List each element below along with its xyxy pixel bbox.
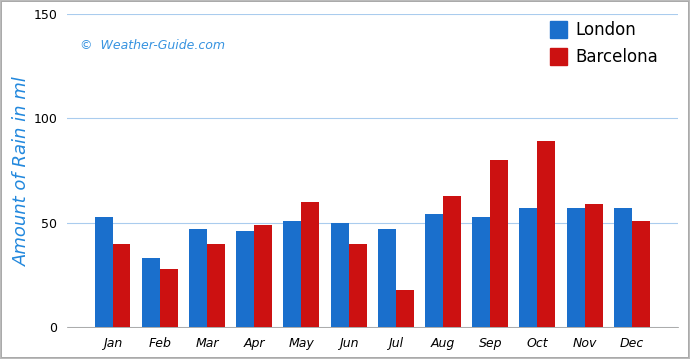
Bar <box>443 196 461 327</box>
Bar <box>490 160 508 327</box>
Bar <box>112 244 130 327</box>
Bar <box>236 231 254 327</box>
Bar <box>254 225 272 327</box>
Bar <box>396 290 414 327</box>
Bar <box>614 208 632 327</box>
Y-axis label: Amount of Rain in ml: Amount of Rain in ml <box>12 76 30 266</box>
Bar <box>472 216 490 327</box>
Bar <box>520 208 538 327</box>
Bar <box>189 229 207 327</box>
Bar <box>538 141 555 327</box>
Bar <box>584 204 602 327</box>
Bar <box>284 221 302 327</box>
Bar <box>302 202 319 327</box>
Bar <box>142 258 160 327</box>
Bar <box>425 214 443 327</box>
Legend: London, Barcelona: London, Barcelona <box>545 16 663 71</box>
Bar <box>566 208 584 327</box>
Bar <box>331 223 348 327</box>
Bar <box>632 221 650 327</box>
Bar <box>378 229 396 327</box>
Bar <box>207 244 225 327</box>
Text: ©  Weather-Guide.com: © Weather-Guide.com <box>80 39 225 52</box>
Bar <box>95 216 112 327</box>
Bar <box>160 269 178 327</box>
Bar <box>348 244 366 327</box>
